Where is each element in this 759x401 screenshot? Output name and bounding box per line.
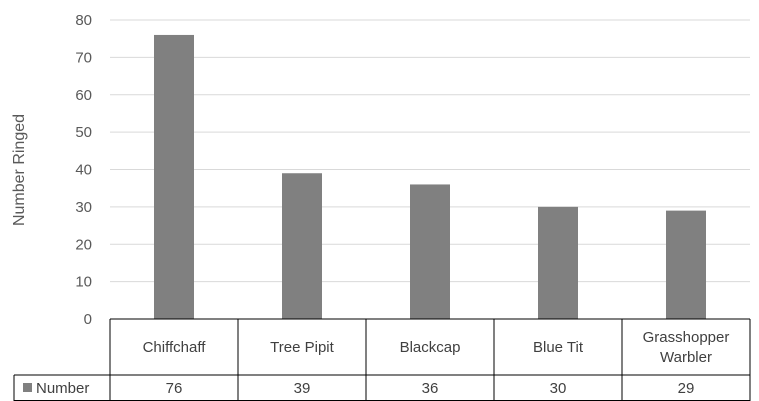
y-tick-label: 70 [75, 49, 92, 66]
data-table-value: 76 [166, 380, 183, 397]
data-table: Chiffchaff Tree Pipit Blackcap Blue Tit Gras… [13, 318, 751, 401]
y-tick-label: 40 [75, 162, 92, 179]
category-label: Grasshopper [643, 329, 730, 346]
y-axis-title: Number Ringed [11, 114, 28, 226]
bar-chiffchaff [154, 34, 194, 319]
bar-blue-tit [538, 206, 578, 319]
y-axis: 0 10 20 30 40 50 60 70 80 [75, 12, 92, 328]
y-tick-label: 80 [75, 12, 92, 29]
bar-blackcap [410, 184, 450, 319]
data-table-value: 36 [422, 380, 439, 397]
bars [154, 34, 706, 319]
legend-series-name: Number [36, 380, 89, 397]
category-label: Blue Tit [533, 339, 584, 356]
legend-swatch [23, 383, 32, 392]
y-tick-label: 20 [75, 236, 92, 253]
category-label: Tree Pipit [270, 339, 334, 356]
y-tick-label: 10 [75, 274, 92, 291]
y-tick-label: 50 [75, 124, 92, 141]
y-tick-label: 30 [75, 199, 92, 216]
data-table-value: 39 [294, 380, 311, 397]
bar-tree-pipit [282, 173, 322, 319]
data-table-value: 29 [678, 380, 695, 397]
y-tick-label: 0 [84, 311, 92, 328]
y-tick-label: 60 [75, 87, 92, 104]
category-label: Blackcap [400, 339, 461, 356]
bar-grasshopper-warbler [666, 210, 706, 319]
data-table-value: 30 [550, 380, 567, 397]
category-label: Chiffchaff [143, 339, 207, 356]
category-label: Warbler [660, 349, 712, 366]
